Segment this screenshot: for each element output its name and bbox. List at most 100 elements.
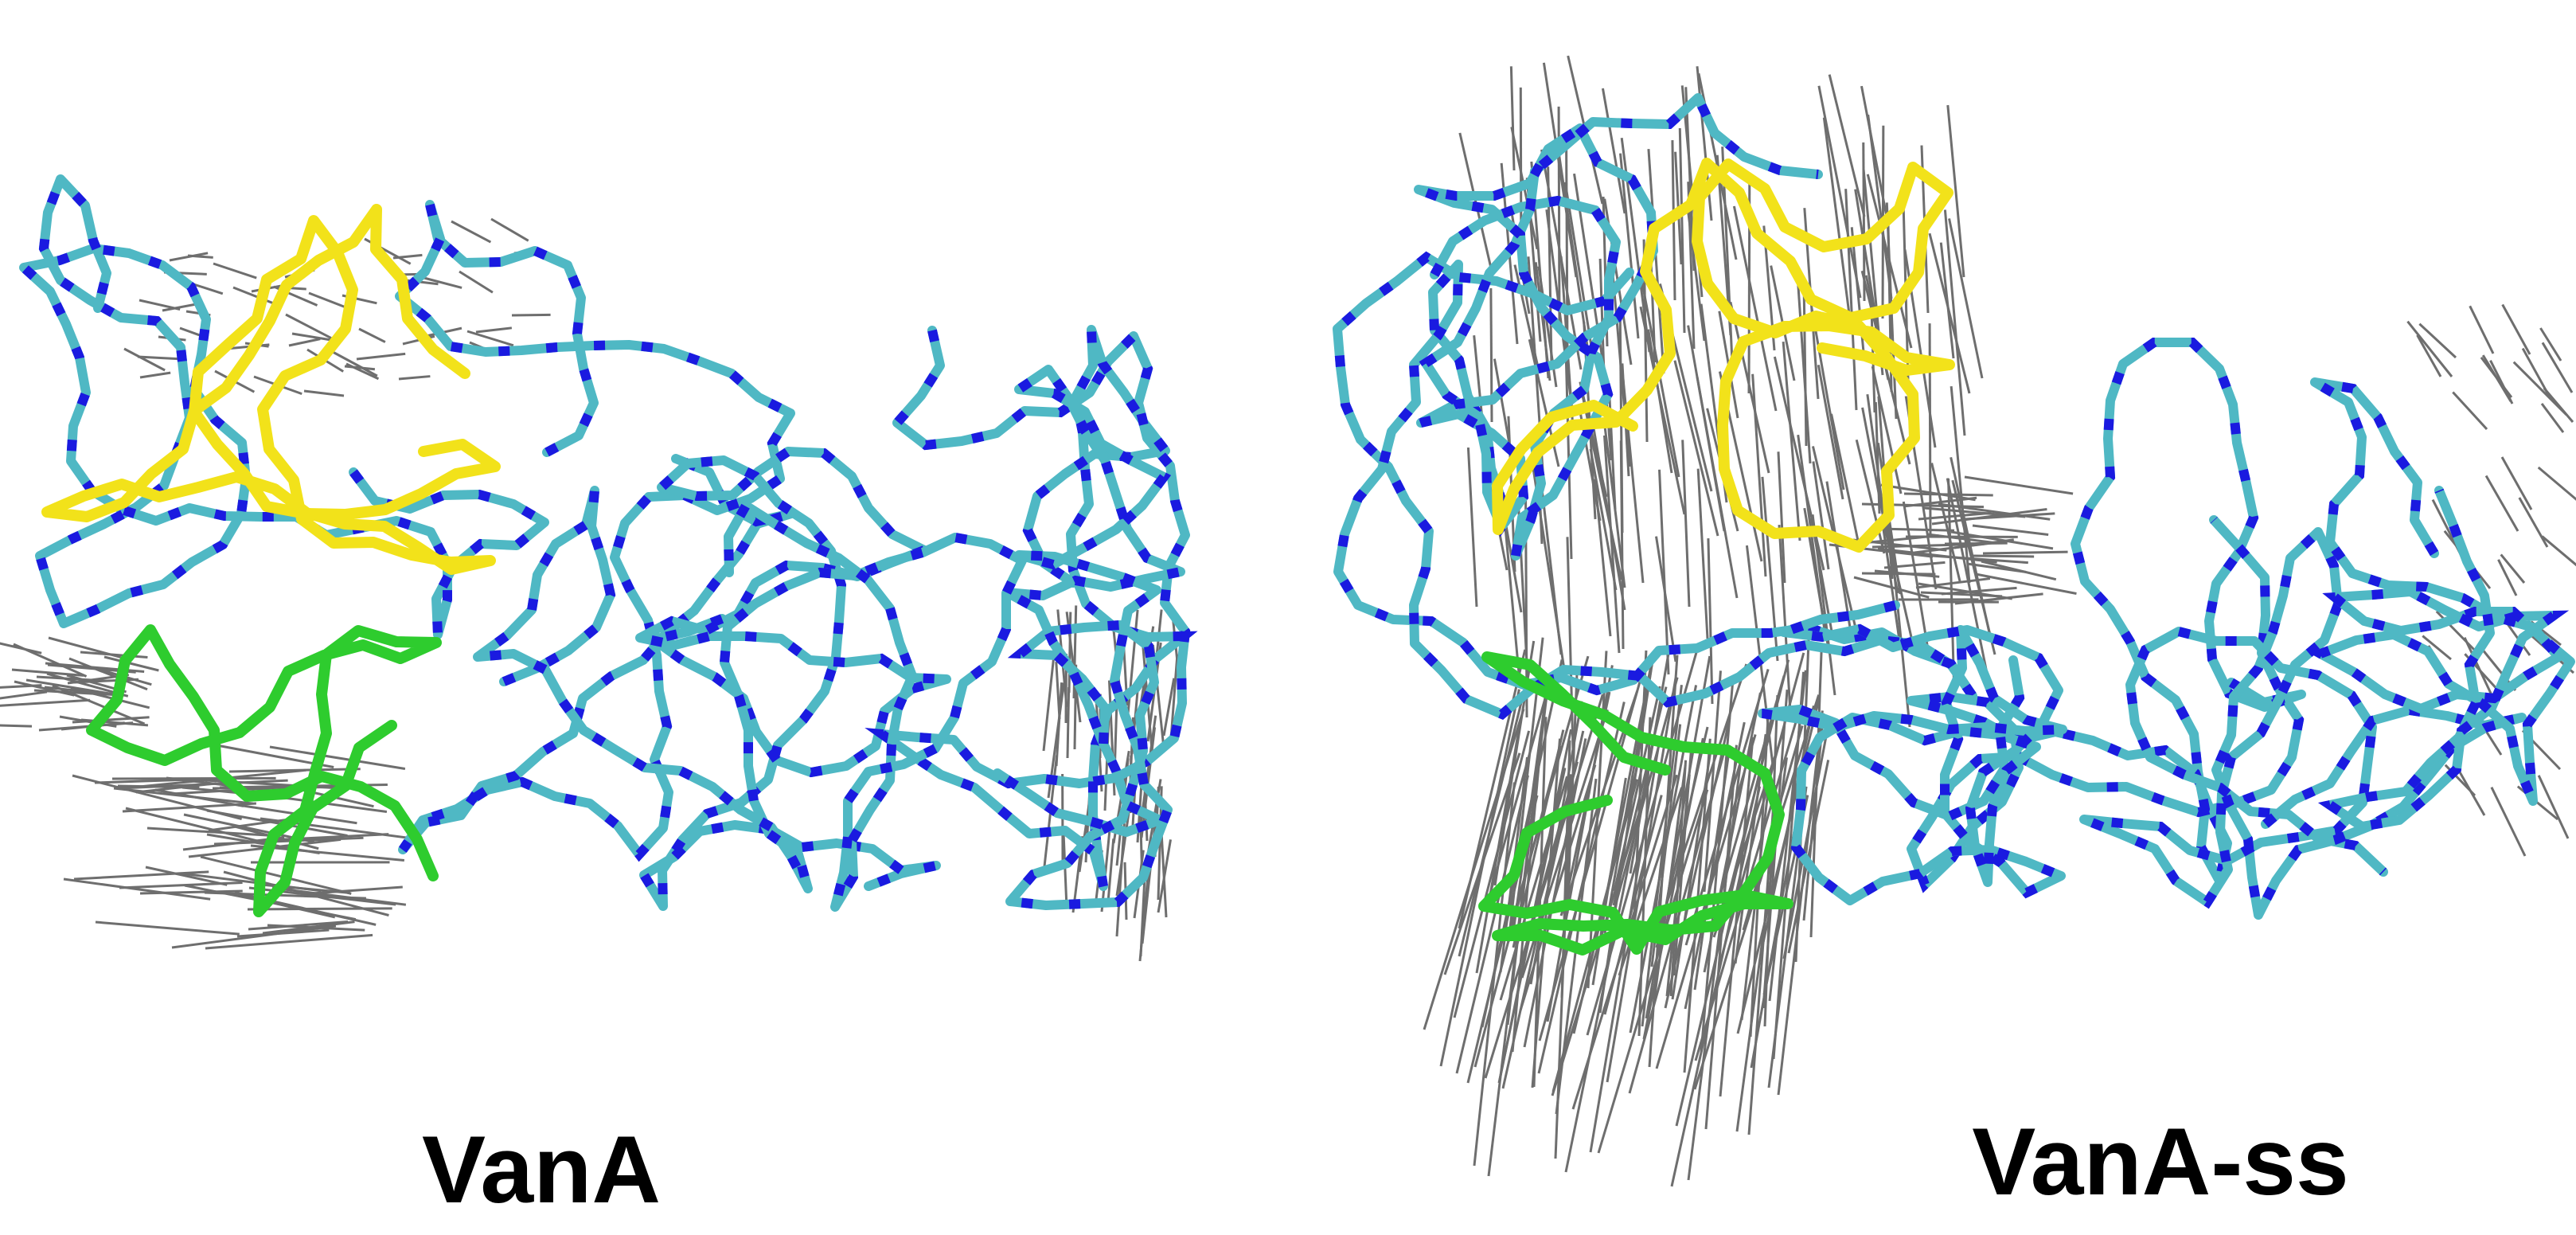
motion-vector xyxy=(2501,303,2531,355)
motion-vector xyxy=(95,920,240,936)
backbone xyxy=(877,325,1190,891)
motion-vector xyxy=(1938,502,2051,521)
motion-vector xyxy=(2416,334,2442,377)
motion-vector xyxy=(1860,85,1889,221)
motion-vector xyxy=(1941,586,2017,596)
motion-vector xyxy=(1966,562,2027,573)
motion-vector xyxy=(1657,663,1748,930)
motion-vector xyxy=(2480,356,2513,398)
motion-vector xyxy=(52,684,146,725)
motion-vector xyxy=(1751,373,1767,577)
motion-vector xyxy=(1943,209,1966,436)
motion-vector xyxy=(1707,538,1714,705)
motion-vector xyxy=(213,262,257,279)
protein-vana-ss xyxy=(1332,55,2576,1187)
motion-vector xyxy=(311,885,403,895)
motion-vector xyxy=(1603,435,1621,654)
motion-vector xyxy=(1696,468,1709,639)
motion-vector xyxy=(1647,329,1673,474)
motion-vector xyxy=(1067,612,1072,694)
motion-vector xyxy=(1560,740,1571,999)
motion-vector xyxy=(1732,205,1778,412)
motion-vector xyxy=(2512,361,2568,416)
motion-vector xyxy=(1534,262,1551,381)
motion-vector xyxy=(2452,391,2488,431)
motion-vector xyxy=(1810,307,1845,490)
motion-vector xyxy=(123,347,166,372)
backbone xyxy=(1492,158,1955,553)
motion-vector xyxy=(14,680,75,697)
motion-vector xyxy=(1648,655,1679,1068)
motion-vector xyxy=(1169,654,1179,740)
panel-label: VanA-ss xyxy=(1972,1108,2349,1215)
motion-vector xyxy=(1822,117,1852,327)
motion-vector xyxy=(1693,750,1731,991)
motion-vector xyxy=(1883,561,1946,569)
motion-vector xyxy=(1538,657,1648,1042)
motion-vector xyxy=(1439,689,1520,1067)
motion-vector xyxy=(1605,661,1653,896)
motion-vector xyxy=(1853,576,1930,599)
motion-vector xyxy=(171,924,337,949)
motion-vector xyxy=(1975,573,2077,595)
motion-vector xyxy=(271,886,407,906)
motion-vector xyxy=(187,254,213,259)
motion-vector xyxy=(117,784,200,789)
motion-vector xyxy=(1675,743,1768,1127)
motion-vector xyxy=(1589,448,1618,591)
motion-vector xyxy=(308,291,352,311)
motion-vector xyxy=(1777,710,1824,1096)
motion-vector xyxy=(1647,148,1665,374)
motion-vector xyxy=(1982,550,2068,555)
motion-vector xyxy=(1115,823,1126,937)
motion-vector xyxy=(2539,327,2562,362)
motion-vector xyxy=(1509,66,1516,171)
motion-vector xyxy=(1601,88,1626,214)
motion-vector xyxy=(1066,687,1071,759)
backbone xyxy=(1478,651,1793,956)
motion-vector xyxy=(1926,533,1994,545)
motion-vector xyxy=(1681,440,1691,608)
motion-vector xyxy=(0,684,42,689)
motion-vector xyxy=(1100,822,1112,913)
motion-vector xyxy=(1669,760,1688,997)
backbone-nitrogen xyxy=(392,203,798,862)
motion-vector xyxy=(1473,782,1516,1167)
motion-vector xyxy=(2537,466,2576,501)
motion-vector xyxy=(1830,413,1860,541)
motion-vector xyxy=(1603,659,1655,934)
motion-vector xyxy=(1918,511,1992,521)
motion-vector xyxy=(1115,802,1132,897)
motion-vector xyxy=(1107,838,1115,903)
backbone-nitrogen xyxy=(626,446,948,924)
motion-vector xyxy=(475,326,513,334)
motion-vector xyxy=(25,678,113,696)
motion-vector xyxy=(1825,481,1852,628)
motion-vector xyxy=(0,642,42,655)
motion-vector xyxy=(1914,540,2006,554)
motion-vector xyxy=(1719,737,1754,1097)
motion-vector xyxy=(1802,713,1825,921)
motion-vector xyxy=(1678,127,1686,334)
motion-vector xyxy=(1950,530,2054,550)
motion-vector xyxy=(1673,360,1719,537)
motion-vector xyxy=(1964,475,2074,495)
motion-vector xyxy=(113,787,253,805)
motion-vector xyxy=(199,741,334,768)
motion-vector xyxy=(1062,831,1068,909)
motion-vector xyxy=(1876,527,1955,532)
motion-vector xyxy=(1782,342,1801,541)
motion-vector xyxy=(1954,592,2043,605)
motion-vector xyxy=(80,651,148,659)
motion-vector xyxy=(417,275,463,289)
motion-vector xyxy=(1855,439,1886,554)
motion-vector xyxy=(2406,320,2453,377)
motion-vector xyxy=(2500,456,2533,510)
motion-vector xyxy=(1455,775,1529,1074)
motion-vector xyxy=(250,844,405,862)
backbone-nitrogen xyxy=(2082,523,2523,930)
motion-vector xyxy=(11,668,84,677)
motion-vector xyxy=(1964,512,2055,521)
motion-vector xyxy=(358,327,386,343)
motion-vector xyxy=(1777,451,1786,584)
